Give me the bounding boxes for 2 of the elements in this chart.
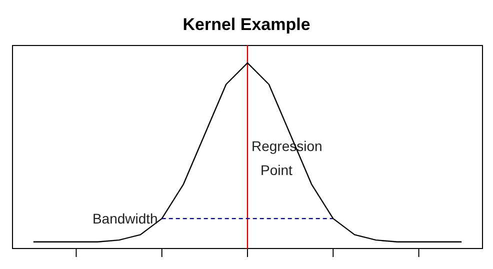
annotation: Bandwidth: [92, 210, 158, 227]
chart-title: Kernel Example: [182, 14, 312, 36]
